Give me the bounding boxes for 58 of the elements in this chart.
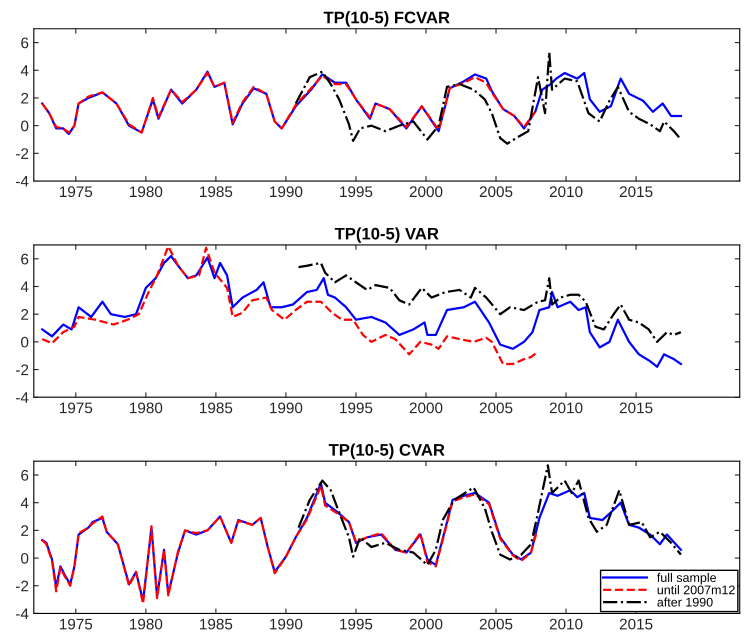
y-tick-label: 2 xyxy=(21,525,28,536)
x-tick-label: 1995 xyxy=(340,618,372,630)
y-tick-label: 4 xyxy=(20,282,28,292)
x-tick-label: 2000 xyxy=(410,618,442,630)
legend-label: after 1990 xyxy=(657,597,713,607)
x-tick-label: 2015 xyxy=(620,618,652,630)
x-tick-label: 2010 xyxy=(550,186,582,198)
y-tick-label: 2 xyxy=(21,92,28,104)
y-tick-label: 6 xyxy=(21,37,28,48)
y-tick-label: 6 xyxy=(21,470,28,481)
x-tick-label: 1975 xyxy=(60,618,92,630)
y-tick-label: 2 xyxy=(21,309,28,320)
line-series xyxy=(41,484,538,605)
x-tick-label: 1975 xyxy=(60,402,92,414)
y-tick-label: -2 xyxy=(16,148,28,159)
x-tick-label: 1985 xyxy=(200,402,232,414)
line-series xyxy=(297,464,682,566)
y-tick-label: 4 xyxy=(20,498,28,508)
x-tick-label: 1990 xyxy=(270,618,302,630)
y-tick-label: 0 xyxy=(21,552,28,564)
x-tick-label: 2015 xyxy=(620,402,652,414)
y-tick-label: 4 xyxy=(20,65,28,76)
x-tick-label: 1995 xyxy=(340,402,372,414)
x-tick-label: 1980 xyxy=(130,186,162,198)
y-tick-label: 6 xyxy=(21,254,28,264)
chart-title: TP(10-5) CVAR xyxy=(328,444,445,460)
y-tick-label: -2 xyxy=(16,580,28,592)
chart-title: TP(10-5) FCVAR xyxy=(324,11,450,27)
x-tick-label: 1985 xyxy=(200,618,232,630)
x-tick-label: 2000 xyxy=(410,402,442,414)
legend-label: until 2007m12 xyxy=(658,585,735,594)
x-tick-label: 2010 xyxy=(550,618,582,630)
x-tick-label: 2005 xyxy=(480,618,512,630)
y-tick-label: -4 xyxy=(16,392,28,403)
y-tick-label: -4 xyxy=(16,176,28,187)
y-tick-label: 0 xyxy=(21,120,28,132)
x-tick-label: 2000 xyxy=(410,186,442,198)
x-tick-label: 1980 xyxy=(130,618,162,630)
line-series xyxy=(41,72,536,134)
line-series xyxy=(41,254,682,368)
x-tick-label: 2010 xyxy=(550,402,582,414)
line-series xyxy=(297,262,682,343)
x-tick-label: 1980 xyxy=(130,402,162,414)
y-tick-label: -4 xyxy=(16,608,28,619)
y-tick-label: 0 xyxy=(21,336,28,348)
x-tick-label: 1995 xyxy=(340,186,372,198)
x-tick-label: 2015 xyxy=(620,186,652,198)
line-series xyxy=(294,51,682,145)
x-tick-label: 1990 xyxy=(270,186,302,198)
chart-title: TP(10-5) VAR xyxy=(334,227,439,243)
x-tick-label: 1975 xyxy=(60,186,92,198)
x-tick-label: 1985 xyxy=(200,186,232,198)
line-series xyxy=(41,70,682,136)
legend-label: full sample xyxy=(657,572,716,585)
x-tick-label: 2005 xyxy=(480,402,512,414)
y-tick-label: -2 xyxy=(16,364,28,376)
x-tick-label: 2005 xyxy=(480,186,512,198)
x-tick-label: 1990 xyxy=(270,402,302,414)
